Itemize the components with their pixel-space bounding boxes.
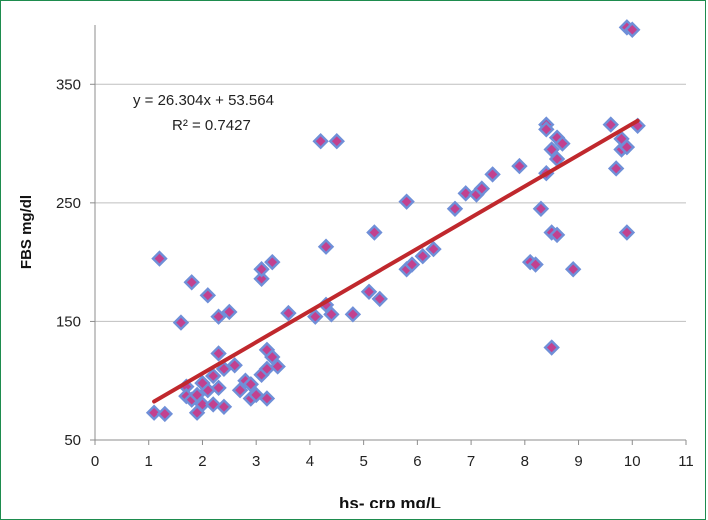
trendline-equation: y = 26.304x + 53.564 (133, 92, 274, 109)
x-tick-label: 1 (145, 453, 153, 470)
data-point (554, 135, 571, 152)
data-point (618, 138, 636, 156)
data-point (564, 261, 582, 278)
data-point (264, 253, 281, 271)
data-point (618, 224, 636, 241)
data-point (226, 357, 243, 374)
data-point (172, 314, 190, 331)
data-point (360, 283, 378, 300)
x-tick-label: 6 (413, 453, 421, 470)
data-point (210, 308, 227, 325)
tick-labels: 0 1 2 3 4 5 6 7 8 9 10 11 50 150 250 350 (56, 76, 694, 470)
data-point (527, 256, 544, 273)
data-point (344, 306, 362, 323)
data-point (317, 238, 335, 255)
data-point (446, 200, 464, 217)
x-tick-label: 11 (678, 453, 694, 470)
data-point (280, 304, 297, 322)
data-point (188, 404, 206, 421)
x-tick-label: 10 (624, 453, 641, 470)
x-tick-label: 3 (252, 453, 260, 470)
trendline (152, 118, 640, 404)
data-point (253, 261, 270, 278)
data-point (398, 193, 415, 210)
data-point (231, 382, 249, 399)
y-tick-label: 50 (64, 432, 81, 449)
data-point (269, 358, 286, 375)
data-point (210, 379, 227, 397)
data-point (145, 404, 163, 421)
x-tick-label: 9 (574, 453, 582, 470)
data-point (205, 367, 222, 385)
data-point (403, 256, 421, 273)
scatter-chart: 0 1 2 3 4 5 6 7 8 9 10 11 50 150 250 350 y = 26.304x + … (18, 19, 694, 508)
data-point (543, 141, 560, 158)
x-tick-label: 7 (467, 453, 475, 470)
y-tick-label: 150 (56, 313, 81, 330)
data-point (511, 157, 528, 175)
x-axis-title: hs- crp mg/L (339, 494, 441, 508)
y-tick-label: 250 (56, 195, 81, 212)
x-tick-label: 2 (198, 453, 206, 470)
gridlines (95, 83, 686, 322)
data-point (221, 303, 238, 321)
data-point (312, 133, 329, 150)
data-point (188, 386, 206, 404)
data-point (624, 21, 641, 38)
y-axis-title: FBS mg/dl (18, 195, 35, 269)
data-point (323, 306, 340, 323)
data-point (328, 133, 345, 150)
data-point (264, 348, 281, 366)
data-point (371, 290, 388, 308)
data-points (145, 19, 646, 423)
data-point (457, 185, 474, 202)
data-point (414, 248, 431, 265)
data-point (543, 339, 560, 356)
data-point (205, 396, 222, 413)
y-tick-label: 350 (56, 76, 81, 93)
trendline-layer (152, 118, 640, 404)
data-point (194, 374, 211, 392)
data-point (156, 405, 174, 423)
data-point (366, 224, 383, 241)
data-point (199, 287, 217, 304)
data-point (253, 270, 270, 287)
data-point (151, 250, 168, 267)
data-point (473, 180, 491, 197)
data-point (484, 166, 501, 183)
data-point (538, 121, 555, 138)
data-point (425, 240, 442, 258)
data-point (210, 345, 227, 362)
data-point (183, 274, 200, 291)
data-point (215, 398, 233, 415)
x-tick-label: 4 (306, 453, 314, 470)
data-point (307, 308, 324, 325)
axes (90, 25, 687, 445)
data-point (607, 160, 625, 177)
trendline-r2: R² = 0.7427 (172, 117, 251, 134)
data-point (258, 390, 276, 407)
data-point (548, 226, 566, 244)
x-tick-label: 8 (521, 453, 529, 470)
x-tick-label: 5 (359, 453, 367, 470)
x-tick-label: 0 (91, 453, 99, 470)
data-point (602, 116, 619, 133)
data-point (532, 200, 550, 217)
